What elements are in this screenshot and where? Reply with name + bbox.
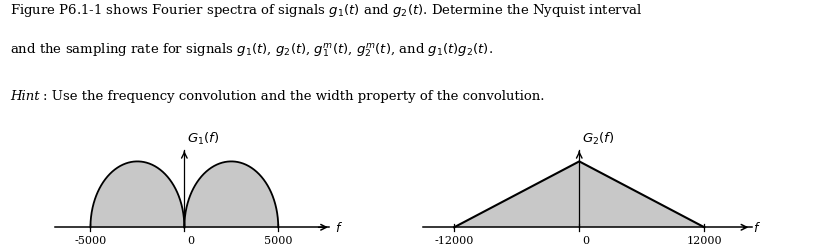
Text: 5000: 5000 <box>264 236 292 244</box>
Text: -5000: -5000 <box>75 236 106 244</box>
Text: $G_2(f)$: $G_2(f)$ <box>582 131 615 147</box>
Text: $G_1(f)$: $G_1(f)$ <box>188 131 219 147</box>
Text: -12000: -12000 <box>435 236 474 244</box>
Polygon shape <box>455 161 704 227</box>
Text: 12000: 12000 <box>686 236 722 244</box>
Text: 0: 0 <box>188 236 194 244</box>
Text: : Use the frequency convolution and the width property of the convolution.: : Use the frequency convolution and the … <box>43 90 544 103</box>
Text: Hint: Hint <box>10 90 39 103</box>
Text: 0: 0 <box>582 236 590 244</box>
Text: Figure P6.1-1 shows Fourier spectra of signals $g_1(t)$ and $g_2(t)$. Determine : Figure P6.1-1 shows Fourier spectra of s… <box>10 2 642 20</box>
Text: $f$: $f$ <box>335 221 342 235</box>
Text: $f$: $f$ <box>753 221 762 235</box>
Text: and the sampling rate for signals $g_1(t)$, $g_2(t)$, $g_1^m(t)$, $g_2^m(t)$, an: and the sampling rate for signals $g_1(t… <box>10 41 493 59</box>
